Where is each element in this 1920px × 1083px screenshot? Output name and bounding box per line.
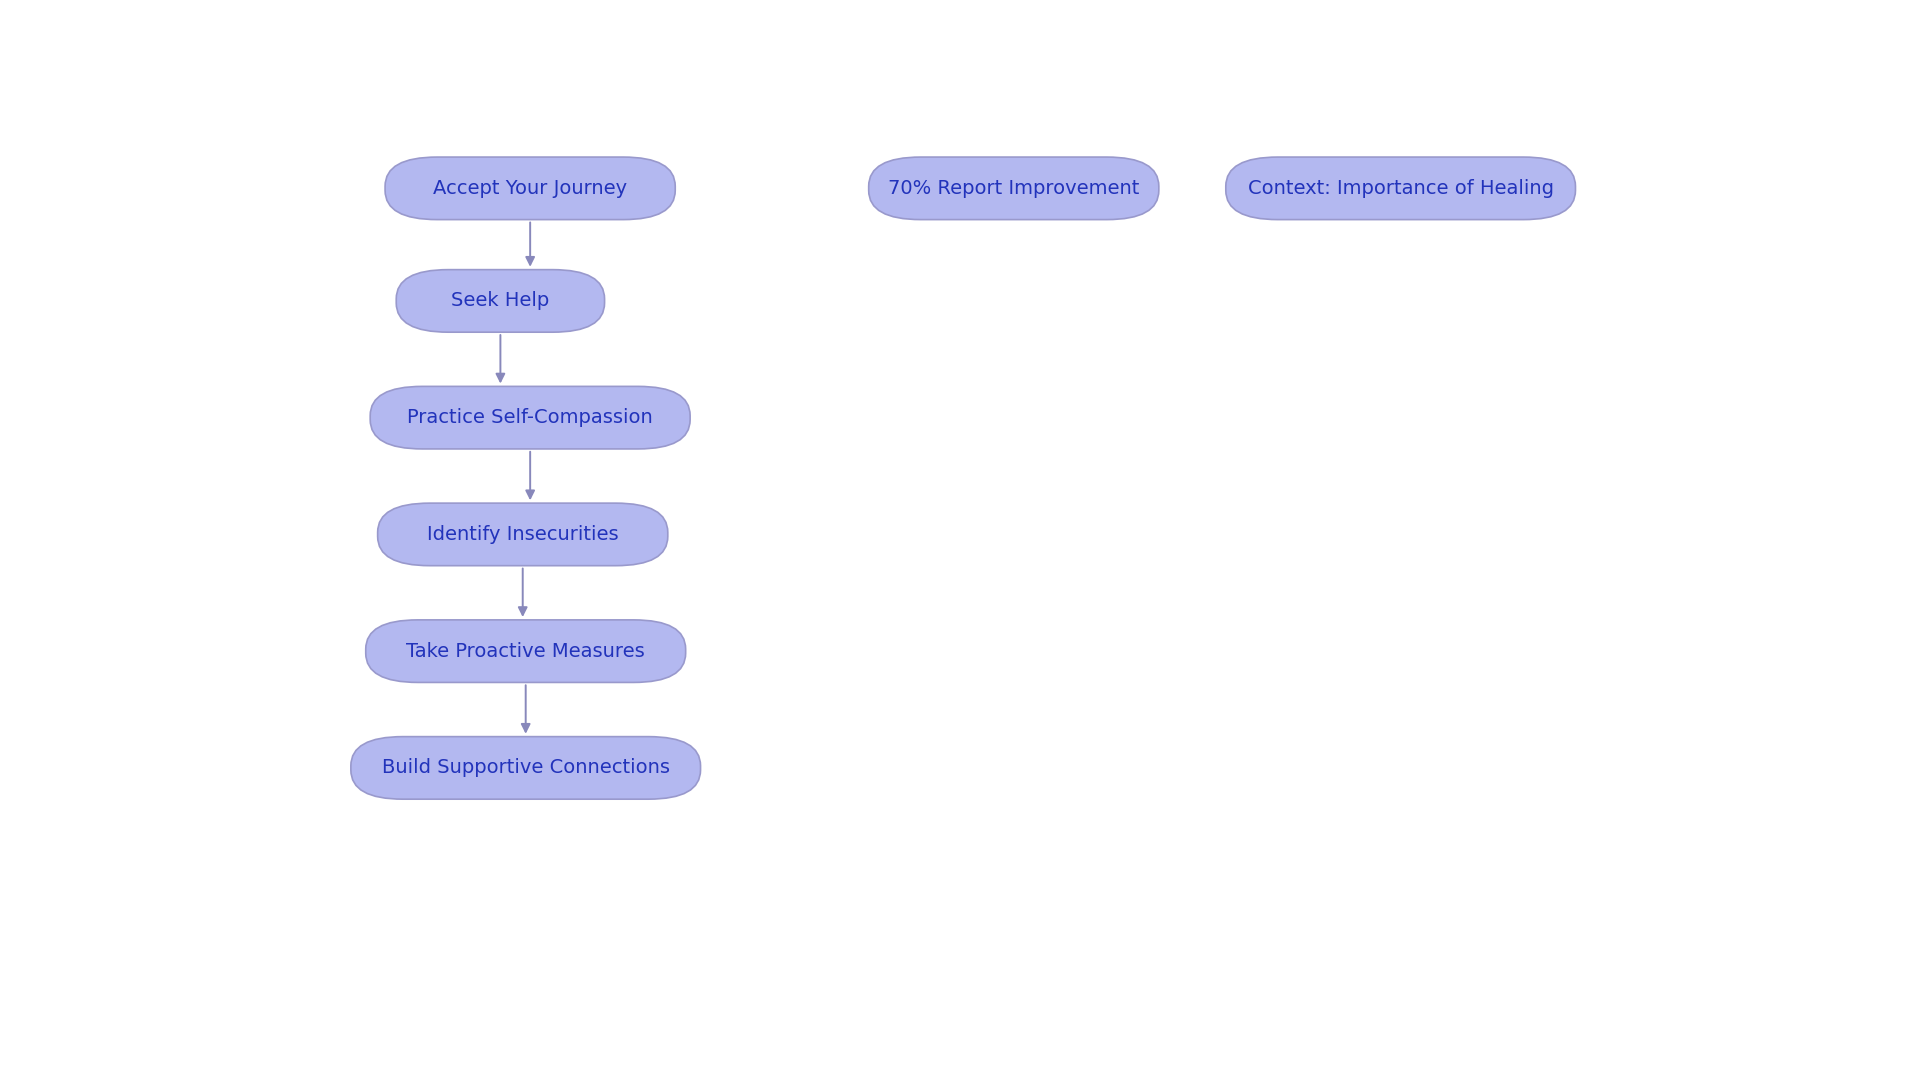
FancyBboxPatch shape: [365, 619, 685, 682]
FancyBboxPatch shape: [868, 157, 1160, 220]
FancyBboxPatch shape: [351, 736, 701, 799]
Text: Accept Your Journey: Accept Your Journey: [434, 179, 628, 198]
FancyBboxPatch shape: [1225, 157, 1576, 220]
Text: 70% Report Improvement: 70% Report Improvement: [889, 179, 1139, 198]
Text: Identify Insecurities: Identify Insecurities: [426, 525, 618, 544]
Text: Seek Help: Seek Help: [451, 291, 549, 311]
FancyBboxPatch shape: [378, 504, 668, 565]
FancyBboxPatch shape: [371, 387, 689, 449]
FancyBboxPatch shape: [386, 157, 676, 220]
Text: Build Supportive Connections: Build Supportive Connections: [382, 758, 670, 778]
Text: Practice Self-Compassion: Practice Self-Compassion: [407, 408, 653, 427]
Text: Take Proactive Measures: Take Proactive Measures: [407, 641, 645, 661]
FancyBboxPatch shape: [396, 270, 605, 332]
Text: Context: Importance of Healing: Context: Importance of Healing: [1248, 179, 1553, 198]
